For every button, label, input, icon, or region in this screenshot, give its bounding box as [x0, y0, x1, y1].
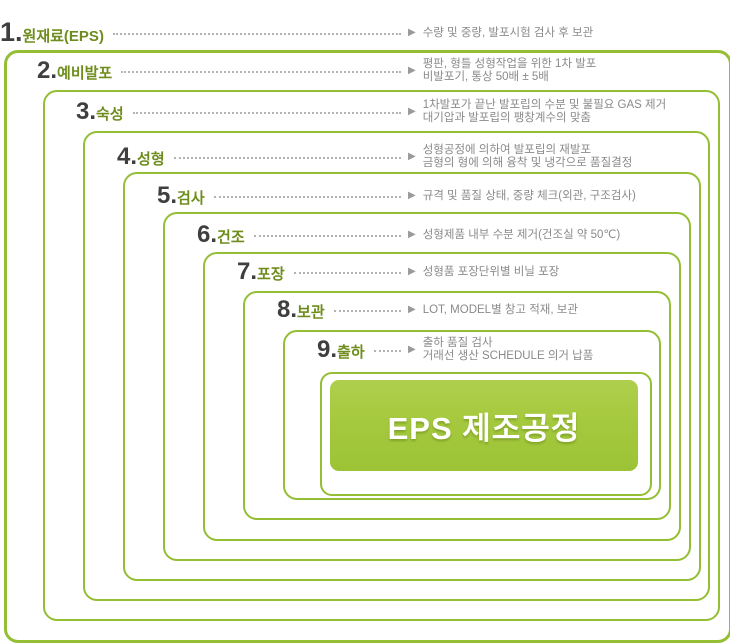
step-description: 수량 및 중량, 발포시험 검사 후 보관 — [423, 27, 593, 40]
process-box-step5 — [123, 172, 701, 581]
step-name: 포장 — [257, 266, 285, 283]
step-label-3: 3. 숙성 — [76, 100, 124, 124]
step-label-8: 8. 보관 — [277, 298, 325, 322]
step-number: 7. — [237, 258, 258, 285]
step-number: 5. — [157, 182, 178, 209]
process-box-step7 — [203, 252, 681, 541]
step-description-line1: 성형품 포장단위별 비닐 포장 — [422, 265, 560, 278]
step-description: 출하 품질 검사 거래선 생산 SCHEDULE 의거 납품 — [423, 337, 594, 363]
dotted-leader — [333, 310, 401, 312]
step-row-1: 1. 원재료(EPS) ▶ 수량 및 중량, 발포시험 검사 후 보관 — [0, 18, 712, 48]
step-description-line1: LOT, MODEL별 창고 적재, 보관 — [422, 303, 578, 316]
step-label-1: 1. 원재료(EPS) — [0, 17, 104, 47]
step-name: 성형 — [137, 151, 165, 168]
step-description: 규격 및 품질 상태, 중량 체크(외관, 구조검사) — [423, 190, 636, 203]
step-row-6: 6. 건조 ▶ 성형제품 내부 수분 제거(건조실 약 50℃) — [197, 220, 712, 250]
step-description-line1: 규격 및 품질 상태, 중량 체크(외관, 구조검사) — [422, 189, 636, 202]
step-description: 성형공정에 의하여 발포립의 재발포 금형의 형에 의해 융착 및 냉각으로 품… — [423, 144, 633, 170]
dotted-leader — [293, 272, 401, 274]
step-row-2: 2. 예비발포 ▶ 평판, 형틀 성형작업을 위한 1차 발포 비발포기, 통상 … — [37, 56, 712, 86]
leader-arrow-icon: ▶ — [408, 151, 416, 162]
center-title-box: EPS 제조공정 — [330, 380, 638, 471]
step-description: 평판, 형틀 성형작업을 위한 1차 발포 비발포기, 통상 50배 ± 5배 — [423, 58, 597, 84]
step-number: 4. — [117, 143, 138, 170]
step-label-2: 2. 예비발포 — [37, 59, 112, 83]
dotted-leader — [112, 33, 401, 35]
step-description-line1: 성형제품 내부 수분 제거(건조실 약 50℃) — [422, 228, 621, 241]
step-label-4: 4. 성형 — [117, 145, 165, 169]
dotted-leader — [173, 157, 401, 159]
step-description: 1차발포가 끝난 발포립의 수분 및 불필요 GAS 제거 대기압과 발포립의 … — [423, 99, 667, 125]
diagram-title: EPS 제조공정 — [387, 411, 581, 446]
step-description-line1: 출하 품질 검사 — [422, 337, 493, 349]
step-label-7: 7. 포장 — [237, 260, 285, 284]
leader-arrow-icon: ▶ — [408, 304, 416, 315]
leader-arrow-icon: ▶ — [408, 344, 416, 355]
step-name: 예비발포 — [57, 65, 113, 82]
step-row-5: 5. 검사 ▶ 규격 및 품질 상태, 중량 체크(외관, 구조검사) — [157, 181, 712, 211]
leader-arrow-icon: ▶ — [408, 106, 416, 117]
step-number: 2. — [37, 57, 58, 84]
step-name: 검사 — [177, 190, 205, 207]
step-label-9: 9. 출하 — [317, 338, 365, 362]
leader-arrow-icon: ▶ — [408, 190, 416, 201]
step-description-line2: 비발포기, 통상 50배 ± 5배 — [422, 71, 549, 83]
step-description: LOT, MODEL별 창고 적재, 보관 — [423, 304, 578, 317]
step-label-6: 6. 건조 — [197, 223, 245, 247]
step-name: 보관 — [297, 304, 325, 321]
process-box-step3 — [43, 90, 720, 621]
dotted-leader — [132, 112, 401, 114]
step-row-3: 3. 숙성 ▶ 1차발포가 끝난 발포립의 수분 및 불필요 GAS 제거 대기압… — [76, 97, 712, 127]
leader-arrow-icon: ▶ — [408, 27, 416, 38]
step-description-line1: 1차발포가 끝난 발포립의 수분 및 불필요 GAS 제거 — [422, 99, 667, 111]
step-description-line1: 수량 및 중량, 발포시험 검사 후 보관 — [422, 26, 594, 39]
dotted-leader — [121, 71, 401, 73]
leader-arrow-icon: ▶ — [408, 65, 416, 76]
step-description-line2: 금형의 형에 의해 융착 및 냉각으로 품질결정 — [422, 157, 633, 169]
step-name: 원재료(EPS) — [22, 28, 104, 45]
process-box-step8 — [243, 291, 671, 520]
process-box-step6 — [163, 212, 691, 561]
step-description-line2: 대기압과 발포립의 팽창계수의 맞춤 — [422, 112, 591, 124]
step-description: 성형제품 내부 수분 제거(건조실 약 50℃) — [423, 229, 620, 242]
step-description-line2: 거래선 생산 SCHEDULE 의거 납품 — [422, 350, 594, 362]
step-row-9: 9. 출하 ▶ 출하 품질 검사 거래선 생산 SCHEDULE 의거 납품 — [317, 335, 712, 365]
dotted-leader — [253, 235, 401, 237]
step-number: 1. — [0, 17, 23, 47]
step-row-8: 8. 보관 ▶ LOT, MODEL별 창고 적재, 보관 — [277, 295, 712, 325]
step-description-line1: 성형공정에 의하여 발포립의 재발포 — [422, 144, 591, 156]
process-box-step4 — [83, 131, 710, 601]
step-number: 3. — [76, 98, 97, 125]
step-label-5: 5. 검사 — [157, 184, 205, 208]
dotted-leader — [213, 196, 401, 198]
step-description: 성형품 포장단위별 비닐 포장 — [423, 266, 560, 279]
step-number: 6. — [197, 221, 218, 248]
process-box-step9 — [283, 330, 661, 500]
center-frame — [320, 372, 652, 496]
leader-arrow-icon: ▶ — [408, 229, 416, 240]
step-number: 8. — [277, 296, 298, 323]
step-row-4: 4. 성형 ▶ 성형공정에 의하여 발포립의 재발포 금형의 형에 의해 융착 및… — [117, 142, 712, 172]
step-row-7: 7. 포장 ▶ 성형품 포장단위별 비닐 포장 — [237, 257, 712, 287]
dotted-leader — [373, 350, 401, 352]
step-name: 건조 — [217, 229, 245, 246]
step-description-line1: 평판, 형틀 성형작업을 위한 1차 발포 — [422, 58, 597, 70]
step-number: 9. — [317, 336, 338, 363]
step-name: 출하 — [337, 344, 365, 361]
leader-arrow-icon: ▶ — [408, 266, 416, 277]
step-name: 숙성 — [96, 106, 124, 123]
